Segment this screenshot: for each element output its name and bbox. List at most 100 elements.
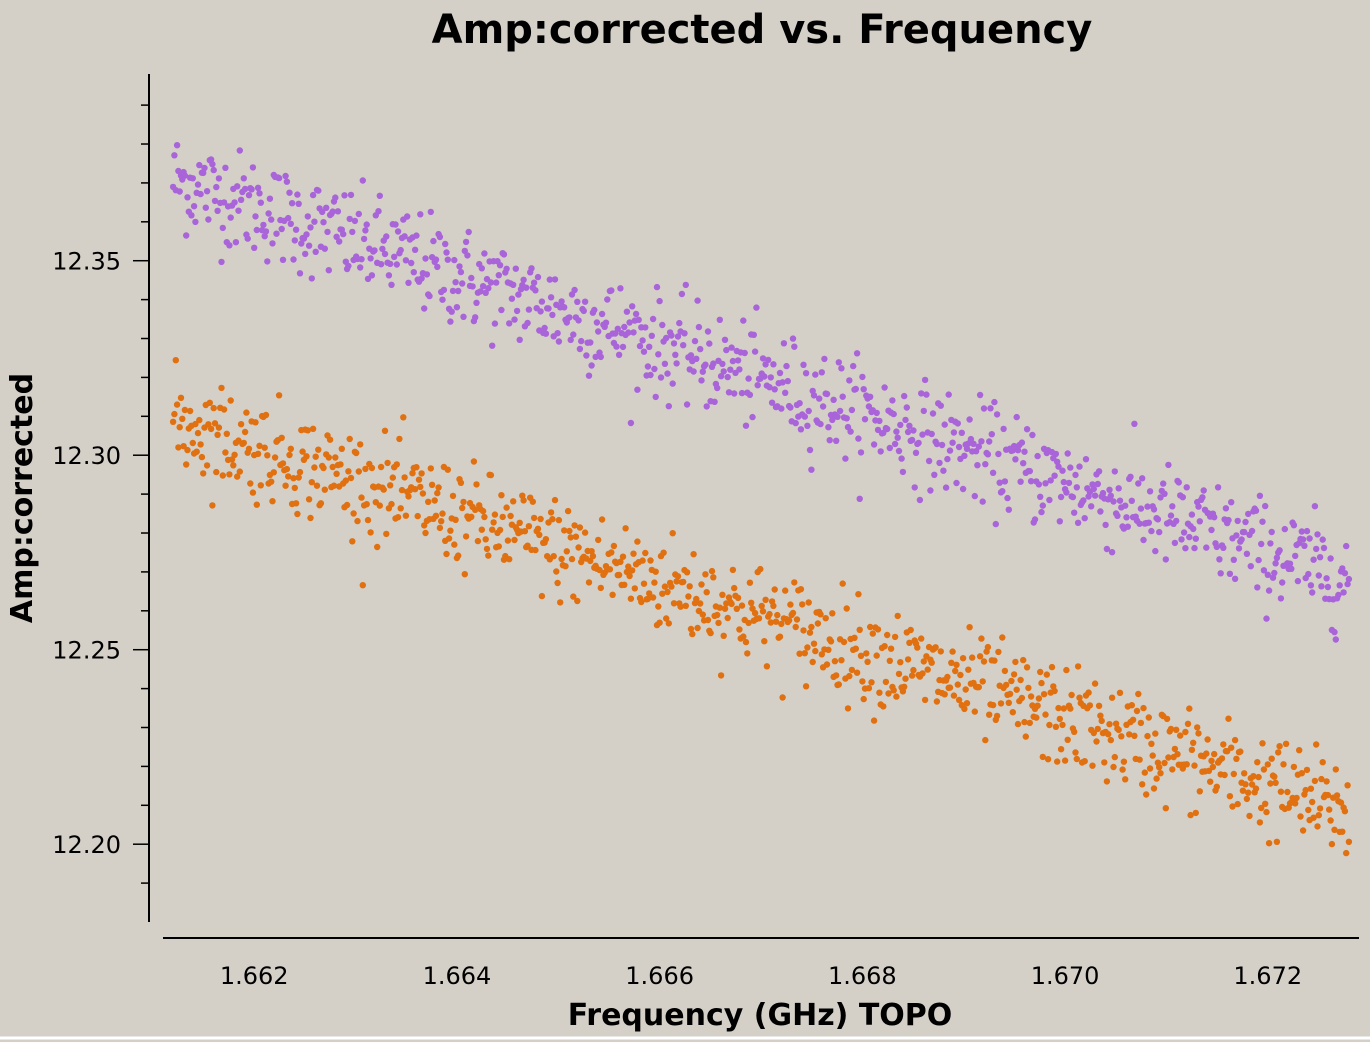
data-point bbox=[680, 342, 687, 349]
data-point bbox=[1146, 488, 1154, 495]
data-point bbox=[721, 605, 729, 612]
data-point bbox=[661, 583, 669, 590]
data-point bbox=[660, 549, 667, 556]
data-point bbox=[1313, 545, 1320, 553]
data-point bbox=[315, 187, 322, 194]
data-point bbox=[1211, 750, 1218, 758]
data-point bbox=[950, 692, 958, 699]
data-point bbox=[219, 472, 226, 479]
data-point bbox=[563, 548, 570, 555]
data-point bbox=[955, 696, 963, 704]
data-point bbox=[567, 534, 574, 541]
data-point bbox=[1262, 502, 1269, 510]
data-point bbox=[728, 600, 735, 608]
data-point bbox=[1140, 536, 1147, 544]
data-point bbox=[1065, 479, 1073, 487]
data-point bbox=[933, 440, 941, 448]
data-point bbox=[944, 455, 951, 463]
data-point bbox=[755, 615, 763, 622]
data-point bbox=[817, 420, 824, 428]
data-point bbox=[1085, 689, 1092, 696]
data-point bbox=[898, 455, 905, 462]
data-point bbox=[1241, 770, 1248, 777]
data-point bbox=[227, 214, 234, 221]
data-point bbox=[305, 496, 313, 503]
data-point bbox=[706, 340, 713, 347]
data-point bbox=[725, 389, 733, 396]
data-point bbox=[740, 317, 747, 324]
data-point bbox=[1335, 591, 1342, 599]
data-point bbox=[534, 273, 542, 281]
data-point bbox=[988, 431, 995, 438]
data-point bbox=[821, 355, 828, 363]
data-point bbox=[744, 650, 751, 657]
data-point bbox=[345, 468, 352, 475]
data-point bbox=[860, 695, 867, 703]
data-point bbox=[819, 403, 827, 410]
data-point bbox=[899, 468, 907, 476]
data-point bbox=[1055, 704, 1062, 712]
data-point bbox=[720, 368, 727, 375]
data-point bbox=[961, 705, 968, 713]
data-point bbox=[979, 678, 986, 685]
data-point bbox=[1183, 484, 1190, 491]
data-point bbox=[873, 409, 880, 417]
data-point bbox=[436, 233, 444, 241]
data-point bbox=[200, 169, 207, 177]
data-point bbox=[1290, 522, 1298, 529]
data-point bbox=[800, 627, 807, 634]
data-point bbox=[453, 304, 461, 311]
data-point bbox=[886, 444, 893, 452]
data-point bbox=[686, 583, 693, 590]
data-point bbox=[291, 237, 298, 244]
data-point bbox=[423, 271, 431, 278]
data-point bbox=[1225, 516, 1232, 524]
data-point bbox=[1095, 468, 1103, 475]
data-point bbox=[886, 657, 893, 664]
data-point bbox=[843, 605, 850, 612]
data-point bbox=[652, 393, 659, 401]
data-point bbox=[288, 200, 296, 207]
data-point bbox=[483, 545, 491, 553]
data-point bbox=[1145, 714, 1153, 721]
data-point bbox=[1188, 746, 1196, 753]
data-point bbox=[881, 384, 888, 391]
data-point bbox=[1260, 567, 1268, 574]
data-point bbox=[388, 500, 395, 508]
data-point bbox=[1323, 575, 1330, 582]
data-point bbox=[1140, 704, 1147, 712]
data-point bbox=[585, 372, 593, 379]
data-point bbox=[298, 240, 305, 247]
data-point bbox=[1060, 705, 1068, 712]
data-point bbox=[305, 242, 313, 249]
data-point bbox=[659, 590, 666, 597]
data-point bbox=[1318, 775, 1325, 783]
data-point bbox=[1094, 725, 1102, 733]
data-point bbox=[1133, 707, 1141, 715]
data-point bbox=[617, 285, 624, 292]
data-point bbox=[810, 392, 818, 399]
data-point bbox=[1298, 770, 1306, 777]
data-point bbox=[419, 490, 427, 497]
data-point bbox=[340, 230, 347, 238]
data-point bbox=[975, 443, 982, 450]
data-point bbox=[974, 462, 981, 469]
data-point bbox=[838, 365, 845, 372]
data-point bbox=[354, 517, 361, 525]
x-axis-ticks: 1.662 1.664 1.666 1.668 1.670 1.672 bbox=[220, 962, 1302, 990]
data-point bbox=[770, 361, 777, 368]
data-point bbox=[839, 393, 846, 400]
data-point bbox=[651, 365, 658, 373]
data-point bbox=[801, 413, 808, 420]
data-point bbox=[976, 391, 984, 399]
data-point bbox=[1068, 691, 1075, 699]
data-point bbox=[1203, 544, 1210, 551]
data-point bbox=[720, 632, 727, 639]
data-point bbox=[1323, 778, 1330, 785]
data-point bbox=[295, 200, 302, 207]
data-point bbox=[867, 393, 874, 400]
data-point bbox=[1195, 730, 1202, 737]
data-point bbox=[823, 390, 831, 398]
data-point bbox=[542, 536, 550, 543]
data-point bbox=[1265, 587, 1273, 594]
